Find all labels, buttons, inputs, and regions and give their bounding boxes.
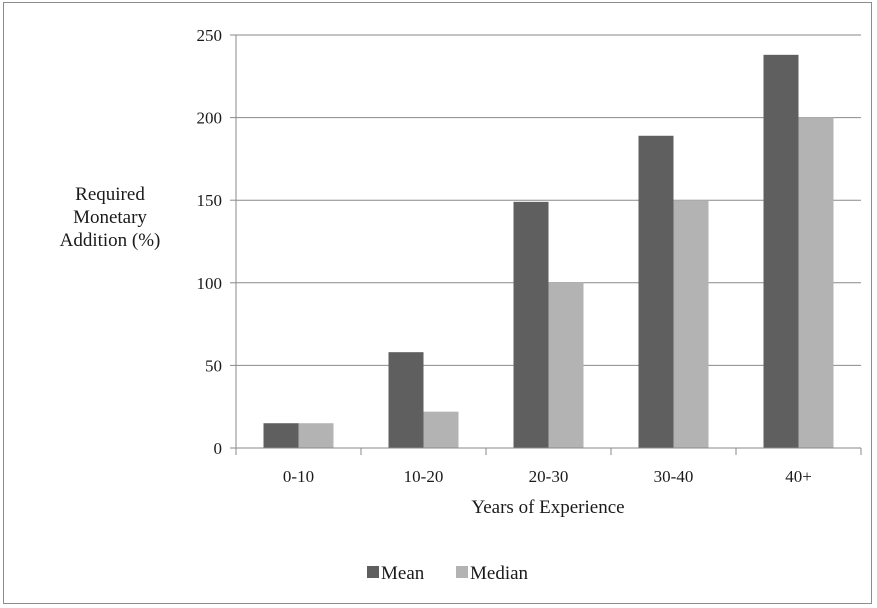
x-axis-title: Years of Experience [471,497,624,518]
y-axis-title-line: Required [75,184,145,205]
legend-swatch-mean [367,566,379,578]
bar-mean-30-40 [638,135,674,448]
bar-median-10-20 [423,411,459,448]
legend-label-median: Median [470,563,529,584]
y-tick-label: 100 [197,274,223,293]
bar-mean-10-20 [388,352,424,448]
y-tick-label: 0 [214,439,223,458]
y-tick-labels: 0 50 100 150 200 250 [197,26,223,458]
bar-median-30-40 [673,200,709,448]
chart-frame [3,2,872,604]
x-tick-label: 10-20 [404,467,444,486]
bar-mean-0-10 [263,423,299,448]
x-tick-label: 40+ [785,467,812,486]
bar-mean-40+ [763,54,799,448]
y-axis-title: Required Monetary Addition (%) [60,184,161,251]
bars [263,54,834,448]
bar-median-0-10 [298,423,334,448]
y-tick-label: 50 [205,356,222,375]
legend-swatch-median [456,566,468,578]
axes [235,35,862,455]
y-tick-label: 150 [197,191,223,210]
bar-mean-20-30 [513,201,549,448]
x-tick-label: 30-40 [654,467,694,486]
bar-median-20-30 [548,282,584,448]
y-axis-title-line: Monetary [73,207,147,228]
bar-median-40+ [798,117,834,448]
x-tick-labels: 0-10 10-20 20-30 30-40 40+ [283,467,812,486]
y-tick-label: 200 [197,109,223,128]
y-tick-label: 250 [197,26,223,45]
legend: Mean Median [367,563,529,584]
gridlines [230,34,861,449]
y-axis-title-line: Addition (%) [60,230,161,251]
legend-label-mean: Mean [381,563,425,584]
x-tick-label: 20-30 [529,467,569,486]
x-tick-label: 0-10 [283,467,314,486]
